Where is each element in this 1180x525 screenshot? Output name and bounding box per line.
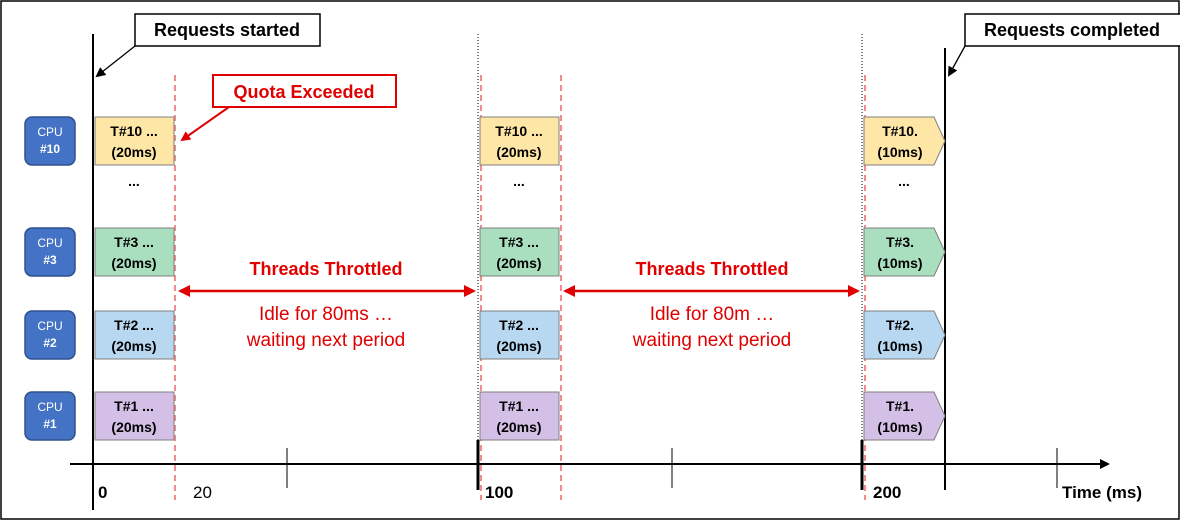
requests-completed-callout: Requests completed bbox=[948, 13, 1180, 77]
cpu-badge-1: CPU #1 bbox=[24, 391, 76, 441]
task-duration: (20ms) bbox=[496, 419, 541, 435]
task-duration: (10ms) bbox=[877, 338, 922, 354]
axis-label: Time (ms) bbox=[1062, 483, 1142, 502]
cpu-badge-line2: #2 bbox=[43, 336, 57, 350]
cpu-badge-10: CPU #10 bbox=[24, 116, 76, 166]
throttle-gap-2: Threads Throttled Idle for 80m … waiting… bbox=[563, 259, 860, 351]
task-label: T#2 ... bbox=[499, 317, 539, 333]
quota-exceeded-pointer bbox=[180, 106, 230, 142]
requests-completed-pointer bbox=[948, 45, 966, 77]
task-box-t2: T#2 ... (20ms) bbox=[479, 310, 560, 360]
task-label: T#3 ... bbox=[499, 234, 539, 250]
cpu-badge-line1: CPU bbox=[37, 236, 62, 250]
task-label: T#2 ... bbox=[114, 317, 154, 333]
task-label: T#10 ... bbox=[110, 123, 157, 139]
cpu-badges: CPU #10 CPU #3 CPU #2 CPU #1 bbox=[24, 116, 76, 441]
throttle-line2: waiting next period bbox=[632, 330, 791, 351]
requests-started-callout: Requests started bbox=[95, 13, 321, 78]
requests-started-pointer bbox=[95, 45, 136, 78]
throttle-line1: Idle for 80ms … bbox=[259, 304, 393, 325]
throttle-line2: waiting next period bbox=[246, 330, 405, 351]
requests-completed-label: Requests completed bbox=[984, 20, 1160, 40]
task-box-t3: T#3. (10ms) bbox=[863, 227, 946, 277]
cpu-badge-line2: #1 bbox=[43, 417, 57, 431]
task-label: T#10 ... bbox=[495, 123, 542, 139]
period-3-tasks: T#10. (10ms) ... T#3. (10ms) T#2. (10ms)… bbox=[863, 116, 946, 441]
cpu-badge-2: CPU #2 bbox=[24, 310, 76, 360]
time-axis: 0 20 100 200 Time (ms) bbox=[70, 448, 1142, 502]
task-duration: (10ms) bbox=[877, 144, 922, 160]
cpu-badge-line1: CPU bbox=[37, 125, 62, 139]
task-duration: (20ms) bbox=[496, 255, 541, 271]
requests-started-box bbox=[134, 13, 321, 47]
task-duration: (10ms) bbox=[877, 255, 922, 271]
task-box-t1: T#1 ... (20ms) bbox=[479, 391, 560, 441]
ellipsis: ... bbox=[128, 173, 140, 189]
period-2-tasks: T#10 ... (20ms) ... T#3 ... (20ms) T#2 .… bbox=[479, 116, 560, 441]
task-label: T#3 ... bbox=[114, 234, 154, 250]
cpu-badge-line2: #3 bbox=[43, 253, 57, 267]
task-duration: (20ms) bbox=[111, 419, 156, 435]
task-label: T#2. bbox=[886, 317, 914, 333]
period-1-tasks: T#10 ... (20ms) ... T#3 ... (20ms) T#2 .… bbox=[94, 116, 175, 441]
throttle-gap-1: Threads Throttled Idle for 80ms … waitin… bbox=[178, 259, 476, 351]
axis-tick-label-200: 200 bbox=[873, 483, 901, 502]
cpu-badge-line1: CPU bbox=[37, 319, 62, 333]
requests-completed-box bbox=[964, 13, 1180, 47]
task-box-t10: T#10 ... (20ms) bbox=[94, 116, 175, 166]
task-box-t10: T#10 ... (20ms) bbox=[479, 116, 560, 166]
task-box-t1: T#1 ... (20ms) bbox=[94, 391, 175, 441]
task-box-t2: T#2. (10ms) bbox=[863, 310, 946, 360]
task-box-t2: T#2 ... (20ms) bbox=[94, 310, 175, 360]
task-box-t3: T#3 ... (20ms) bbox=[94, 227, 175, 277]
task-duration: (20ms) bbox=[111, 144, 156, 160]
cpu-badge-line2: #10 bbox=[40, 142, 60, 156]
task-label: T#1. bbox=[886, 398, 914, 414]
task-duration: (20ms) bbox=[111, 255, 156, 271]
task-label: T#1 ... bbox=[499, 398, 539, 414]
axis-tick-label-20: 20 bbox=[193, 483, 212, 502]
task-duration: (20ms) bbox=[111, 338, 156, 354]
task-duration: (20ms) bbox=[496, 144, 541, 160]
ellipsis: ... bbox=[513, 173, 525, 189]
ellipsis: ... bbox=[898, 173, 910, 189]
task-box-t10: T#10. (10ms) bbox=[863, 116, 946, 166]
quota-exceeded-box bbox=[212, 74, 397, 108]
task-label: T#10. bbox=[882, 123, 918, 139]
throttle-title: Threads Throttled bbox=[635, 259, 788, 279]
task-label: T#1 ... bbox=[114, 398, 154, 414]
cpu-badge-3: CPU #3 bbox=[24, 227, 76, 277]
task-duration: (20ms) bbox=[496, 338, 541, 354]
task-box-t1: T#1. (10ms) bbox=[863, 391, 946, 441]
throttle-title: Threads Throttled bbox=[249, 259, 402, 279]
requests-started-label: Requests started bbox=[154, 20, 300, 40]
quota-exceeded-callout: Quota Exceeded bbox=[180, 74, 397, 142]
axis-tick-label-100: 100 bbox=[485, 483, 513, 502]
cpu-badge-line1: CPU bbox=[37, 400, 62, 414]
task-label: T#3. bbox=[886, 234, 914, 250]
axis-tick-label-0: 0 bbox=[98, 483, 107, 502]
quota-exceeded-label: Quota Exceeded bbox=[233, 82, 374, 102]
throttle-line1: Idle for 80m … bbox=[650, 304, 775, 325]
task-duration: (10ms) bbox=[877, 419, 922, 435]
task-box-t3: T#3 ... (20ms) bbox=[479, 227, 560, 277]
